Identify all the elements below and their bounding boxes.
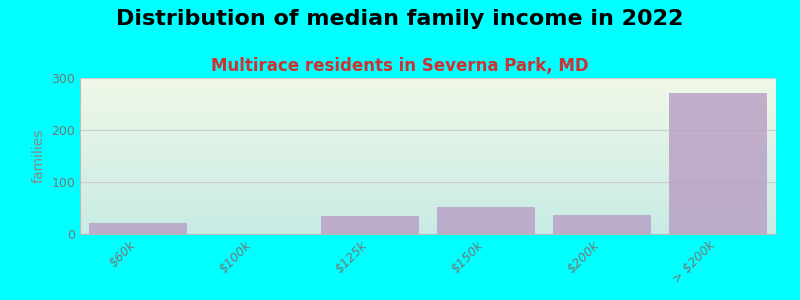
Bar (669, 93, 767, 234)
Bar (553, 215, 651, 234)
Bar (437, 207, 535, 234)
Text: Distribution of median family income in 2022: Distribution of median family income in … (116, 9, 684, 29)
Text: Multirace residents in Severna Park, MD: Multirace residents in Severna Park, MD (211, 57, 589, 75)
Y-axis label: families: families (32, 129, 46, 183)
Bar (89, 223, 187, 234)
Bar (321, 216, 419, 234)
